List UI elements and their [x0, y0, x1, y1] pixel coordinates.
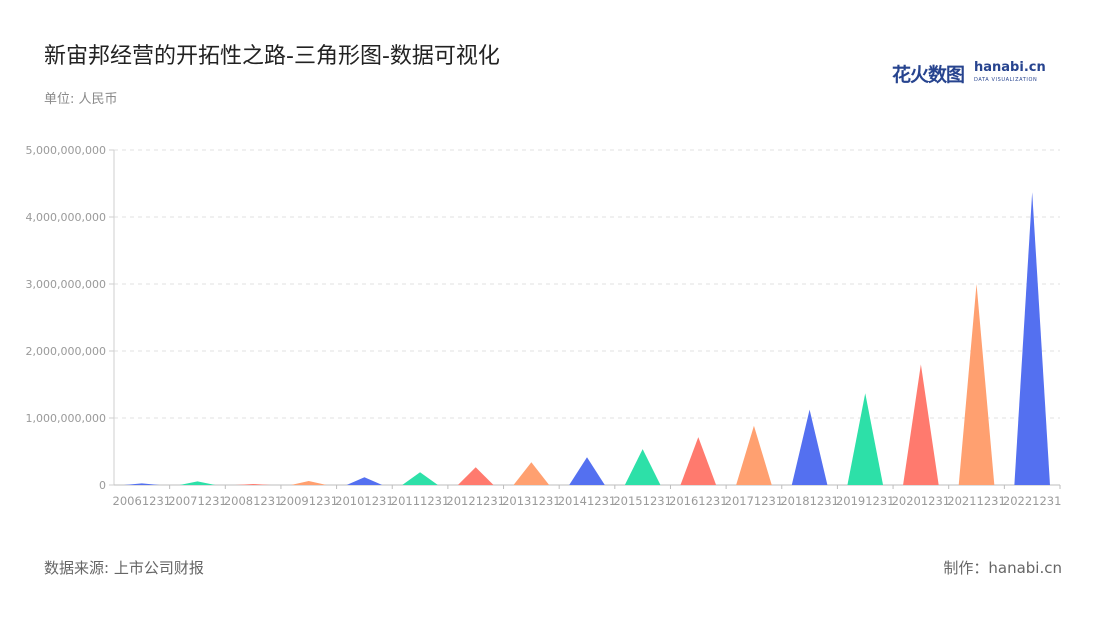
triangle-bar — [680, 437, 717, 485]
triangle-bar — [402, 472, 438, 485]
x-tick-label: 20131231 — [502, 494, 561, 508]
unit-label: 单位: 人民币 — [44, 92, 118, 107]
triangle-bar — [958, 284, 995, 485]
chart-title: 新宙邦经营的开拓性之路-三角形图-数据可视化 — [44, 44, 500, 69]
x-tick-label: 20141231 — [558, 494, 617, 508]
x-tick-label: 20081231 — [224, 494, 283, 508]
triangle-bar — [457, 467, 494, 485]
x-tick-label: 20061231 — [113, 494, 172, 508]
logo-subtext: DATA VISUALIZATION — [974, 77, 1038, 83]
y-tick-label: 2,000,000,000 — [26, 345, 106, 358]
data-source-note: 数据来源: 上市公司财报 — [44, 559, 204, 577]
x-tick-label: 20211231 — [947, 494, 1006, 508]
triangle-bar — [124, 483, 160, 485]
y-tick-label: 5,000,000,000 — [26, 144, 106, 157]
logo-text-cn: 花火数图 — [892, 64, 965, 86]
triangle-bar — [624, 449, 661, 485]
y-tick-label: 4,000,000,000 — [26, 211, 106, 224]
triangle-bar — [179, 481, 216, 485]
x-tick-label: 20091231 — [279, 494, 338, 508]
x-tick-label: 20201231 — [892, 494, 951, 508]
triangle-bar — [569, 457, 605, 485]
triangle-bar — [903, 364, 939, 485]
logo-text-en: hanabi.cn — [974, 60, 1046, 75]
x-tick-label: 20151231 — [613, 494, 672, 508]
x-tick-label: 20111231 — [391, 494, 450, 508]
maker-credit: 制作：hanabi.cn — [943, 559, 1062, 577]
x-tick-label: 20171231 — [725, 494, 784, 508]
x-tick-label: 20191231 — [836, 494, 895, 508]
x-tick-label: 20221231 — [1003, 494, 1062, 508]
triangle-bar — [513, 462, 550, 485]
x-tick-label: 20161231 — [669, 494, 728, 508]
x-tick-label: 20181231 — [780, 494, 839, 508]
x-tick-label: 20101231 — [335, 494, 394, 508]
triangle-bar — [791, 409, 828, 485]
triangle-bar — [847, 393, 884, 485]
x-tick-label: 20121231 — [446, 494, 505, 508]
x-tick-label: 20071231 — [168, 494, 227, 508]
triangle-bar — [346, 477, 383, 485]
triangle-bar — [235, 483, 271, 485]
brand-logo: 花火数图 hanabi.cn DATA VISUALIZATION — [892, 58, 1046, 88]
y-tick-label: 1,000,000,000 — [26, 412, 106, 425]
triangle-bar — [1014, 192, 1050, 485]
triangle-bar — [736, 425, 772, 485]
y-tick-label: 0 — [99, 479, 106, 492]
triangle-bar — [290, 480, 327, 485]
y-tick-label: 3,000,000,000 — [26, 278, 106, 291]
